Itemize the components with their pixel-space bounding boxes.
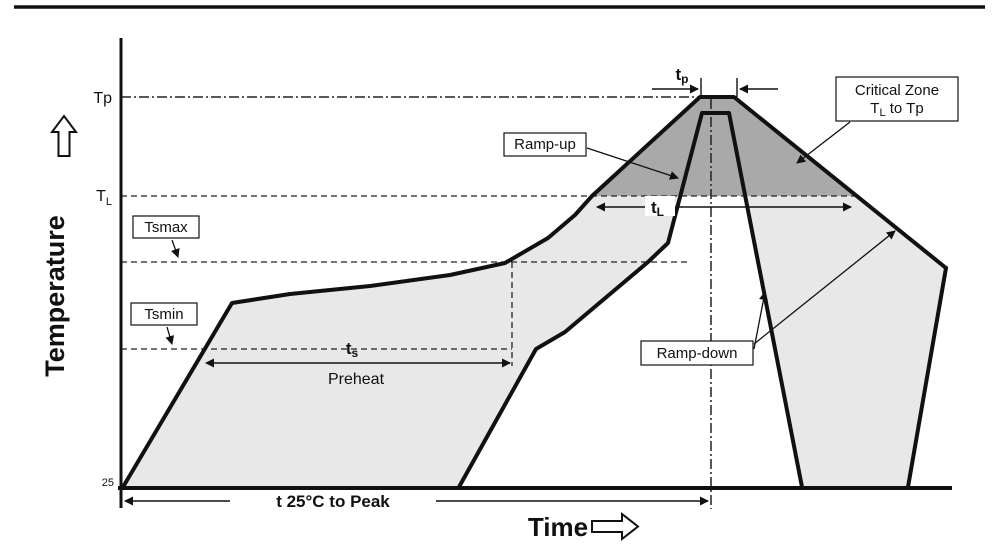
total-time-label: t 25°C to Peak (276, 492, 390, 511)
preheat-label: Preheat (328, 371, 385, 388)
ramp-up-box (503, 132, 587, 157)
band-right-edge (906, 266, 948, 489)
tl-measurement: tL (596, 196, 852, 219)
ts-label: ts (346, 339, 359, 360)
profile-lines (121, 95, 948, 489)
tsmin-box (130, 302, 198, 326)
critical-zone-box (835, 76, 959, 122)
tl-label-bg (645, 196, 675, 216)
tl-axis-label: TL (96, 188, 112, 208)
axis-value-labels: Tp TL 25 (93, 90, 114, 489)
total-time-label-bg (230, 491, 436, 511)
ts-measurement: ts Preheat (205, 339, 511, 388)
origin-axis-label: 25 (102, 477, 114, 489)
critical-zone-label-line1: Critical Zone (855, 82, 939, 99)
ramp-down-box (640, 340, 754, 366)
ramp-down-pointer-arrow-2 (753, 230, 896, 345)
y-axis-title: Temperature (40, 215, 70, 377)
ramp-up-pointer-arrow (586, 147, 679, 180)
tp-measurement: tp (652, 65, 778, 97)
tsmin-pointer-arrow (165, 326, 175, 345)
right-arrow-icon (591, 511, 640, 542)
ramp-up-label: Ramp-up (514, 136, 576, 153)
profile-upper-curve (121, 95, 948, 489)
tl-label: tL (651, 198, 664, 219)
ramp-down-pointer-arrow-1 (753, 291, 768, 350)
x-axis-title: Time (528, 512, 588, 542)
up-arrow-icon (50, 114, 78, 157)
ramp-down-label: Ramp-down (657, 345, 738, 362)
tsmax-label: Tsmax (144, 219, 188, 236)
profile-band-fill (123, 97, 946, 487)
tp-label: tp (675, 65, 688, 86)
profile-lower-curve (457, 111, 804, 489)
axes (118, 38, 952, 508)
critical-zone-pointer-arrow (796, 121, 851, 164)
tp-axis-label: Tp (93, 90, 112, 107)
critical-zone-label-line2: TL to Tp (870, 100, 923, 119)
tsmax-pointer-arrow (171, 239, 180, 258)
guide-lines (121, 96, 857, 509)
tsmax-box (132, 215, 200, 239)
callouts: Tsmax Tsmin Ramp-up Critical Zone TL to … (130, 76, 959, 366)
axis-titles: Temperature Time (40, 114, 640, 542)
tsmin-label: Tsmin (144, 306, 183, 323)
total-time-measurement: t 25°C to Peak (124, 491, 709, 511)
